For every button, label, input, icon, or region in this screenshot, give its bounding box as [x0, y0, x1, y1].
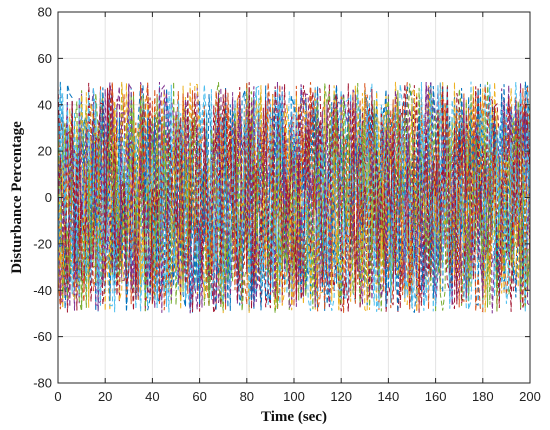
y-tick-label: -60 — [33, 329, 52, 344]
x-tick-label: 120 — [330, 389, 352, 404]
x-tick-label: 40 — [145, 389, 159, 404]
x-tick-label: 180 — [472, 389, 494, 404]
x-tick-label: 160 — [425, 389, 447, 404]
series-line-14 — [58, 82, 530, 313]
series-line-20 — [58, 82, 530, 313]
x-axis-ticks: 0 20 40 60 80 100 120 140 160 180 200 — [54, 12, 541, 404]
series-line-19 — [58, 83, 530, 312]
x-tick-label: 20 — [98, 389, 112, 404]
y-tick-label: 40 — [38, 97, 52, 112]
y-tick-label: -20 — [33, 236, 52, 251]
series-line-1 — [58, 81, 530, 313]
series-group — [58, 81, 530, 314]
y-tick-label: 20 — [38, 144, 52, 159]
y-tick-label: -80 — [33, 376, 52, 391]
y-tick-label: 80 — [38, 5, 52, 20]
x-tick-label: 60 — [192, 389, 206, 404]
series-line-21 — [58, 84, 530, 312]
y-tick-label: 60 — [38, 51, 52, 66]
y-axis-title: Disturbance Percentage — [9, 121, 25, 274]
x-tick-label: 200 — [519, 389, 541, 404]
y-tick-label: 0 — [45, 190, 52, 205]
y-axis-ticks: -80 -60 -40 -20 0 20 40 60 80 — [33, 5, 530, 391]
y-tick-label: -40 — [33, 283, 52, 298]
x-tick-label: 100 — [283, 389, 305, 404]
x-axis-title: Time (sec) — [261, 409, 327, 425]
x-tick-label: 140 — [378, 389, 400, 404]
x-tick-label: 0 — [54, 389, 61, 404]
x-tick-label: 80 — [240, 389, 254, 404]
